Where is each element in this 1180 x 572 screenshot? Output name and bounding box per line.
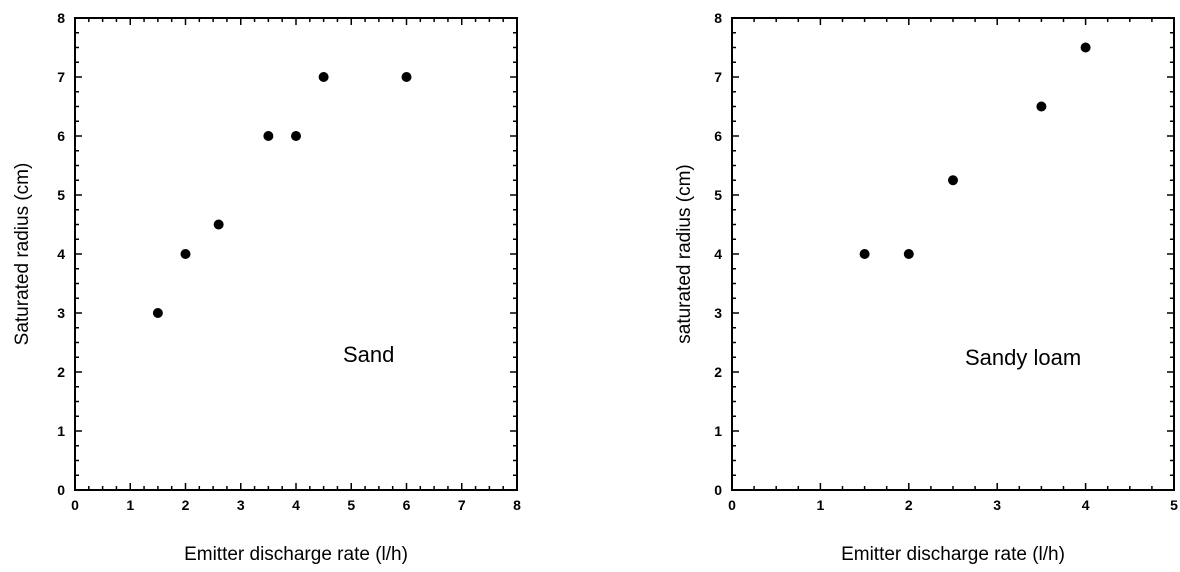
sand-x-tick-label: 4 [292,497,300,513]
sand-y-tick-label: 8 [57,10,65,26]
sand-ticks [74,17,518,491]
sandy-loam-x-tick-label: 2 [905,497,913,513]
sand-x-tick-label: 7 [458,497,466,513]
sand-data-point [401,72,412,82]
sandy-loam-x-tick-label: 0 [728,497,736,513]
sandy-loam-y-tick-label: 7 [714,69,722,85]
sand-x-axis-label: Emitter discharge rate (l/h) [184,544,408,565]
sand-y-tick-label: 7 [57,69,65,85]
sand-y-tick-label: 4 [57,246,65,262]
sandy-loam-points [859,42,1091,259]
sandy-loam-plot-frame [731,17,1175,491]
sand-data-point [152,308,163,318]
sand-chart: 0 1 2 3 4 5 6 7 8 0 1 2 3 4 5 6 7 8 Sand Emitter discharg… [12,10,521,565]
sandy-loam-data-point [948,175,958,186]
sand-x-tick-label: 2 [182,497,190,513]
sandy-loam-y-tick-label: 3 [714,305,722,321]
sand-y-tick-label: 2 [57,364,65,380]
sandy-loam-x-axis-label: Emitter discharge rate (l/h) [841,544,1065,565]
sandy-loam-data-point [1036,101,1047,112]
sand-data-point [180,249,191,259]
sand-y-axis-label: Saturated radius (cm) [12,163,33,346]
sandy-loam-chart: 0 1 2 3 4 5 0 1 2 3 4 5 6 7 8 Sandy loam Emitter disch… [674,10,1178,565]
sand-x-tick-label: 8 [513,497,521,513]
sandy-loam-x-tick-label: 1 [817,497,825,513]
sand-plot-frame [74,17,518,491]
sand-x-tick-label: 5 [347,497,355,513]
sandy-loam-y-tick-label: 6 [714,128,722,144]
sandy-loam-y-tick-label: 2 [714,364,722,380]
sandy-loam-tick-labels: 0 1 2 3 4 5 0 1 2 3 4 5 6 7 8 [714,10,1178,513]
sandy-loam-y-axis-label: saturated radius (cm) [674,164,695,344]
sand-x-tick-label: 0 [71,497,79,513]
sandy-loam-x-tick-label: 5 [1170,497,1178,513]
sandy-loam-ticks [731,17,1175,491]
sandy-loam-annotation: Sandy loam [965,345,1081,370]
sand-points [152,72,412,318]
sand-annotation: Sand [343,342,394,367]
sand-x-tick-label: 3 [237,497,245,513]
sand-data-point [291,131,301,141]
sandy-loam-y-tick-label: 4 [714,246,722,262]
sand-y-tick-label: 0 [57,482,65,498]
sandy-loam-y-tick-label: 1 [714,423,722,439]
sandy-loam-y-tick-label: 8 [714,10,722,26]
sand-y-tick-label: 5 [57,187,65,203]
sand-data-point [263,131,274,141]
sandy-loam-data-point [859,249,870,259]
sandy-loam-x-tick-label: 3 [993,497,1001,513]
sandy-loam-data-point [903,249,914,259]
sandy-loam-data-point [1080,42,1091,53]
sand-data-point [213,219,224,230]
sand-y-tick-label: 6 [57,128,65,144]
sandy-loam-y-tick-label: 5 [714,187,722,203]
sand-tick-labels: 0 1 2 3 4 5 6 7 8 0 1 2 3 4 5 6 7 8 [57,10,521,513]
sand-data-point [318,72,329,82]
sand-x-tick-label: 6 [403,497,411,513]
sand-y-tick-label: 1 [57,423,65,439]
sand-y-tick-label: 3 [57,305,65,321]
sandy-loam-y-tick-label: 0 [714,482,722,498]
sand-x-tick-label: 1 [126,497,134,513]
sandy-loam-x-tick-label: 4 [1082,497,1090,513]
